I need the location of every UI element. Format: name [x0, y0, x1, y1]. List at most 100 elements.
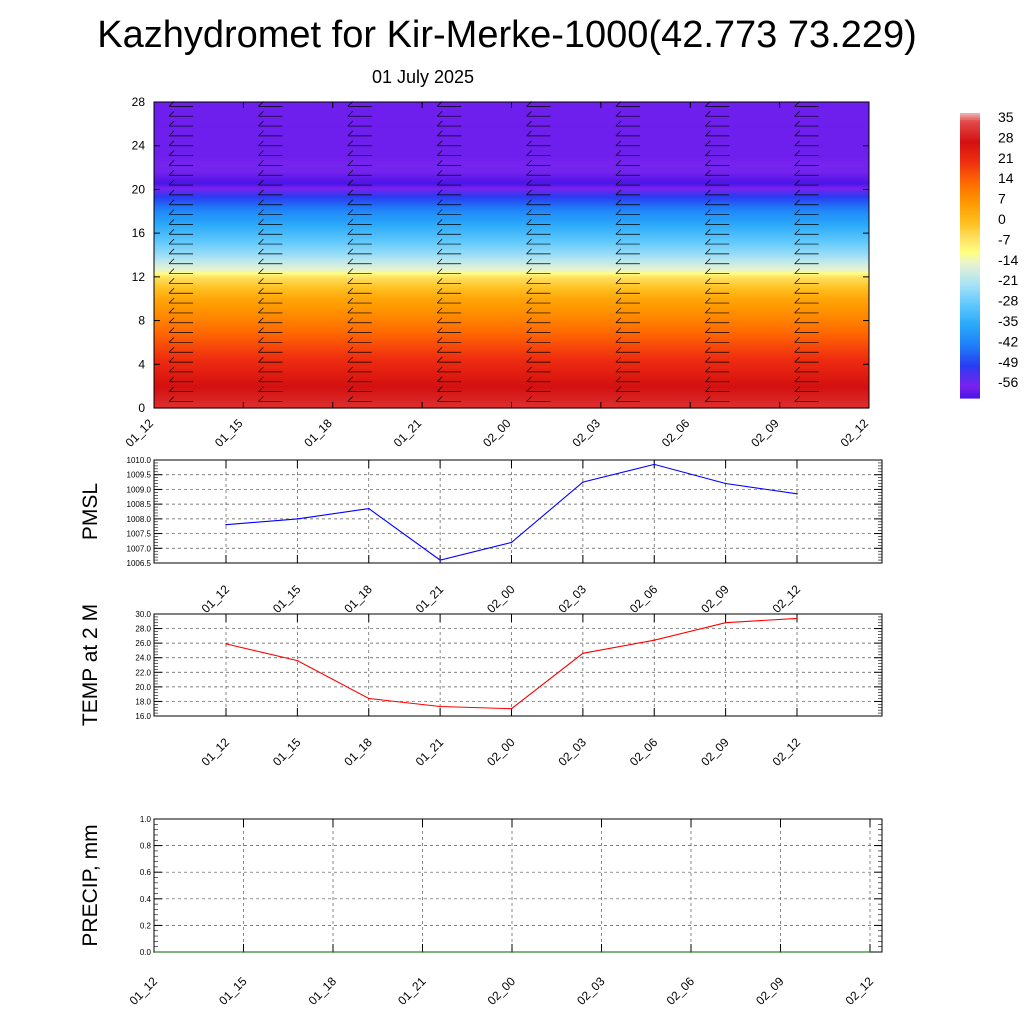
- wind-barb-feather: [705, 150, 711, 156]
- colorbar-swatch: [960, 269, 980, 273]
- colorbar-swatch: [960, 310, 980, 314]
- x-tick-label: 01_18: [301, 416, 335, 450]
- heatmap-band: [154, 286, 869, 289]
- wind-barb-feather: [258, 386, 264, 392]
- colorbar-swatch: [960, 388, 980, 392]
- colorbar-label: -7: [998, 231, 1011, 247]
- wind-barb-feather: [258, 199, 264, 205]
- heatmap-band: [154, 398, 869, 400]
- heatmap-band: [154, 267, 869, 269]
- wind-barb-feather: [615, 317, 622, 324]
- wind-barb-feather: [794, 268, 800, 274]
- heatmap-band: [154, 155, 869, 158]
- heatmap-band: [154, 258, 869, 260]
- colorbar-swatch: [960, 177, 980, 181]
- heatmap-band: [154, 144, 869, 147]
- y-axis-label: PMSL: [79, 483, 102, 540]
- wind-barb-feather: [615, 199, 622, 205]
- colorbar-swatch: [960, 355, 980, 359]
- wind-barb-feather: [347, 130, 354, 137]
- heatmap-band: [154, 157, 869, 160]
- heatmap-band: [154, 285, 869, 288]
- x-tick-label: 02_12: [770, 735, 804, 769]
- heatmap-band: [154, 246, 869, 248]
- colorbar-swatch: [960, 255, 980, 259]
- heatmap-band: [154, 230, 869, 233]
- wind-barb-feather: [168, 307, 175, 314]
- heatmap-band: [154, 386, 869, 388]
- data-point: [242, 951, 245, 953]
- pmsl-panel: 1006.5 1007.0 1007.5 1008.0 1008.5 1009.0 1009…: [79, 456, 883, 616]
- wind-barb-feather: [436, 130, 443, 137]
- plot-frame: [153, 613, 883, 717]
- x-tick-label: 01_12: [127, 974, 161, 1008]
- wind-barb-feather: [258, 297, 264, 304]
- wind-barb-feather: [526, 110, 532, 117]
- wind-barb-feather: [347, 179, 354, 186]
- heatmap-band: [154, 192, 869, 195]
- data-point: [439, 559, 441, 561]
- heatmap-band: [154, 135, 869, 138]
- y-tick-label: 24.0: [135, 654, 151, 663]
- heatmap-band: [154, 170, 869, 173]
- colorbar-swatch: [960, 203, 980, 207]
- colorbar-swatch: [960, 115, 980, 119]
- heatmap-band: [154, 249, 869, 252]
- heatmap-band: [154, 260, 869, 263]
- wind-barb-feather: [705, 268, 711, 274]
- colorbar-swatch: [960, 260, 980, 264]
- heatmap-band: [154, 271, 869, 274]
- colorbar-swatch: [960, 179, 980, 183]
- x-tick-label: 01_15: [270, 735, 304, 769]
- x-tick-label: 02_06: [664, 974, 698, 1008]
- heatmap-band: [154, 395, 869, 398]
- colorbar: 35 28 21 14 7 0 -7 -14 -21 -28 -35 -42 -49 -56: [960, 109, 1018, 399]
- data-point: [779, 951, 782, 953]
- colorbar-swatch: [960, 276, 980, 280]
- heatmap-band: [154, 189, 869, 192]
- wind-barb-feather: [526, 297, 532, 304]
- heatmap-band: [154, 357, 869, 360]
- wind-barb-feather: [347, 268, 354, 274]
- heatmap-band: [154, 220, 869, 222]
- data-point: [439, 705, 441, 708]
- colorbar-swatch: [960, 272, 980, 276]
- colorbar-swatch: [960, 127, 980, 131]
- wind-barb-feather: [258, 228, 264, 235]
- colorbar-swatch: [960, 274, 980, 278]
- heatmap-band: [154, 186, 869, 188]
- wind-barb-feather: [347, 189, 354, 196]
- heatmap-band: [154, 201, 869, 204]
- colorbar-swatch: [960, 172, 980, 176]
- colorbar-swatch: [960, 193, 980, 197]
- x-tick-label: 02_06: [659, 416, 693, 450]
- heatmap-band: [154, 289, 869, 292]
- y-tick-label: 20.0: [135, 683, 151, 692]
- wind-barb-feather: [347, 209, 354, 215]
- heatmap-band: [154, 126, 869, 128]
- heatmap-band: [154, 324, 869, 327]
- heatmap-band: [154, 312, 869, 315]
- colorbar-swatch: [960, 158, 980, 162]
- wind-barb-feather: [258, 130, 264, 137]
- wind-barb-feather: [347, 386, 354, 392]
- data-point: [225, 523, 227, 526]
- heatmap-band: [154, 214, 869, 217]
- heatmap-band: [154, 270, 869, 272]
- x-tick-label: 02_03: [574, 974, 608, 1008]
- heatmap-band: [154, 232, 869, 234]
- colorbar-swatch: [960, 236, 980, 240]
- heatmap-band: [154, 374, 869, 376]
- colorbar-swatch: [960, 329, 980, 333]
- wind-barb-feather: [436, 238, 443, 245]
- heatmap-band: [154, 121, 869, 124]
- heatmap-band: [154, 378, 869, 381]
- wind-barb-feather: [794, 199, 800, 205]
- colorbar-swatch: [960, 279, 980, 283]
- wind-barb-feather: [347, 356, 354, 363]
- wind-barb-feather: [347, 140, 354, 146]
- y-tick-label: 16.0: [135, 712, 151, 721]
- colorbar-swatch: [960, 241, 980, 245]
- wind-barb-feather: [526, 150, 532, 156]
- colorbar-swatch: [960, 134, 980, 138]
